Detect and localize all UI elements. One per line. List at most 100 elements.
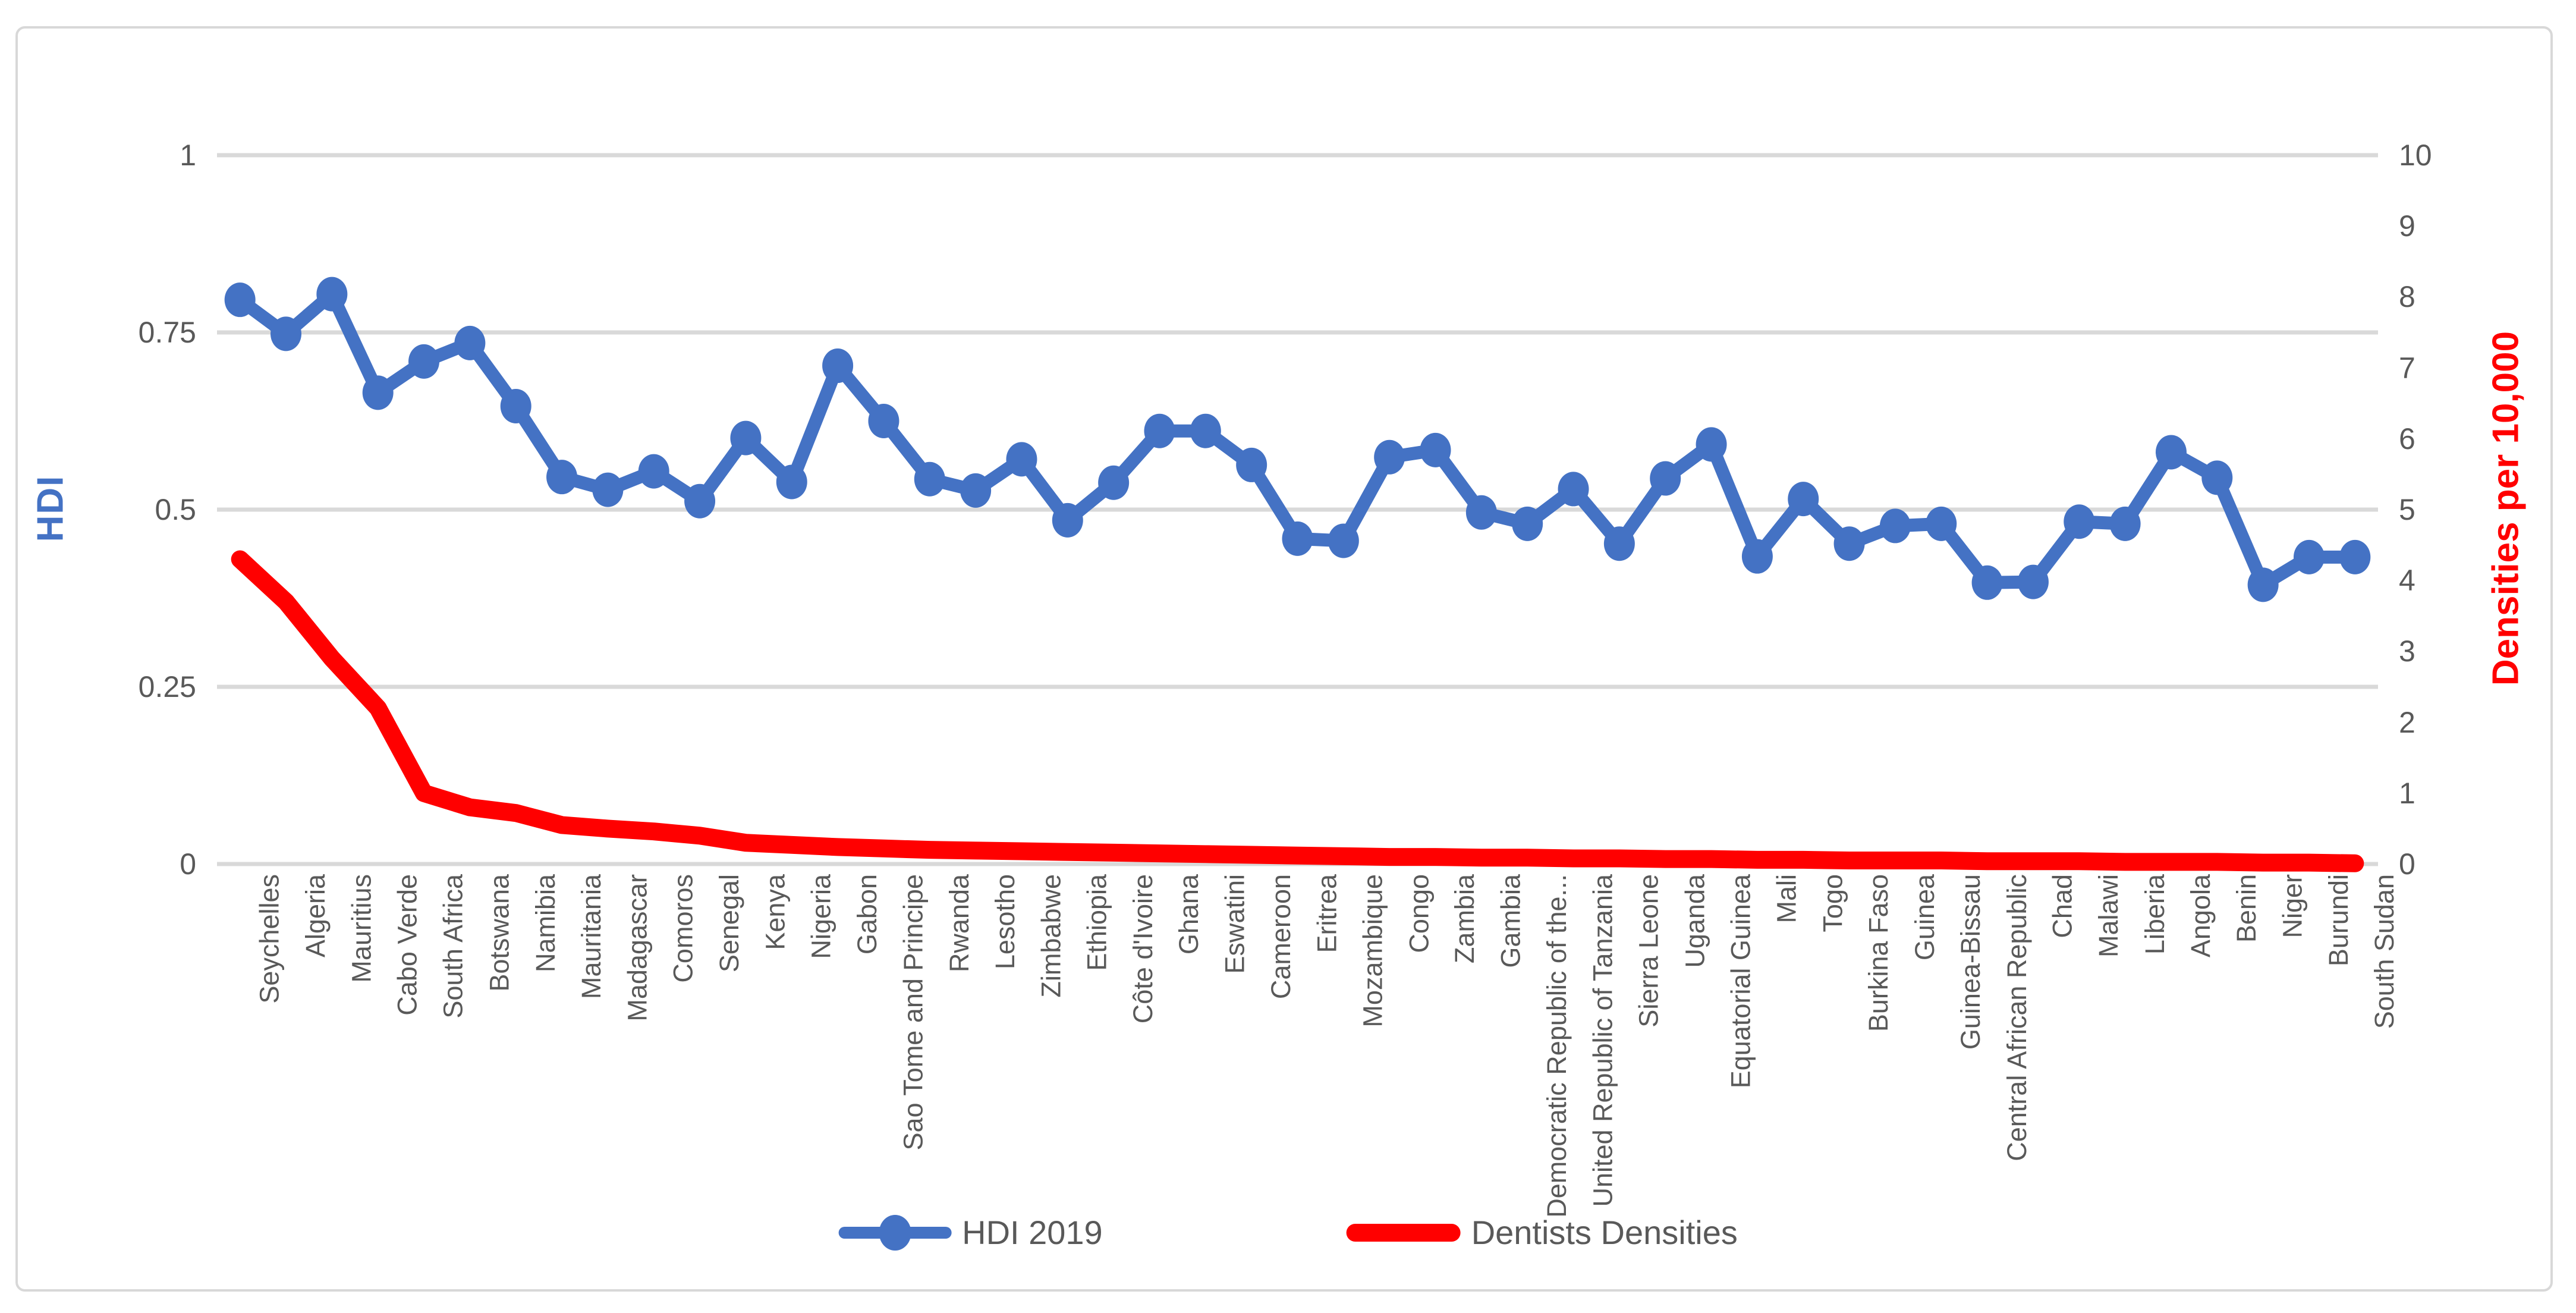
hdi-marker <box>1420 432 1451 467</box>
x-axis-category-label: Cabo Verde <box>392 874 423 1016</box>
hdi-marker <box>454 325 486 360</box>
hdi-marker <box>546 460 578 495</box>
hdi-marker <box>776 464 807 500</box>
x-axis-category-label: Lesotho <box>990 874 1021 970</box>
right-axis-tick-label: 2 <box>2399 705 2415 739</box>
left-axis-tick-label: 0 <box>180 847 196 881</box>
hdi-marker <box>1603 526 1635 561</box>
hdi-marker <box>2201 460 2233 495</box>
x-axis-category-label: Mauritania <box>576 874 607 1000</box>
x-axis-category-label: Niger <box>2277 874 2308 938</box>
hdi-marker <box>1788 482 1819 517</box>
x-axis-category-label: Eritrea <box>1311 874 1342 953</box>
legend-item-hdi: HDI 2019 <box>838 1213 1103 1252</box>
right-axis-tick-label: 3 <box>2399 634 2415 668</box>
hdi-marker <box>822 348 854 384</box>
x-axis-category-label: Comoros <box>668 874 699 983</box>
x-axis-category-label: Gabon <box>852 874 883 955</box>
hdi-marker <box>2339 539 2371 574</box>
hdi-marker <box>914 461 945 497</box>
x-axis-category-label: Botswana <box>484 874 515 992</box>
x-axis-category-label: Nigeria <box>806 874 836 959</box>
hdi-marker <box>2109 506 2141 541</box>
x-axis-category-label: Equatorial Guinea <box>1725 874 1756 1089</box>
x-axis-category-label: Burundi <box>2323 874 2354 967</box>
x-axis-category-label: Kenya <box>760 874 791 950</box>
x-axis-category-label: Côte d'Ivoire <box>1128 874 1159 1024</box>
hdi-marker <box>1282 521 1313 556</box>
x-axis-category-label: Rwanda <box>943 874 974 973</box>
hdi-legend-dot-icon <box>879 1214 911 1251</box>
x-axis-category-label: Guinea-Bissau <box>1955 874 1986 1050</box>
hdi-legend-marker-icon <box>838 1214 952 1251</box>
hdi-marker <box>592 472 624 507</box>
x-axis-category-label: Algeria <box>300 874 331 958</box>
x-axis-category-label: Cameroon <box>1266 874 1297 1000</box>
x-axis-category-label: Ghana <box>1174 874 1204 955</box>
hdi-marker <box>1098 465 1130 500</box>
right-axis-title: Densities per 10,000 <box>2485 331 2527 686</box>
x-axis-category-label: Chad <box>2047 874 2078 938</box>
hdi-marker <box>1465 495 1497 530</box>
x-axis-category-label: Angola <box>2185 874 2216 958</box>
hdi-marker <box>1052 502 1083 538</box>
hdi-marker <box>730 420 762 456</box>
hdi-marker <box>1006 442 1037 477</box>
hdi-marker <box>2293 539 2325 574</box>
hdi-marker <box>684 483 716 519</box>
x-axis-category-label: Eswatini <box>1219 874 1250 974</box>
chart-frame <box>15 26 2553 1292</box>
hdi-marker <box>1833 526 1865 561</box>
right-axis-tick-label: 7 <box>2399 351 2415 385</box>
hdi-marker <box>1650 461 1681 496</box>
hdi-marker <box>1374 439 1405 475</box>
hdi-marker <box>224 282 256 318</box>
x-axis-category-label: Ethiopia <box>1081 874 1112 971</box>
left-axis-title: HDI <box>30 475 71 542</box>
dentists-legend-marker-icon <box>1346 1223 1461 1242</box>
x-axis-category-label: Central African Republic <box>2001 874 2032 1161</box>
x-axis-category-label: Mauritius <box>346 874 377 983</box>
x-axis-category-label: Benin <box>2231 874 2262 943</box>
hdi-marker <box>1971 565 2003 600</box>
x-axis-category-label: Democratic Republic of the... <box>1542 874 1572 1218</box>
x-axis-category-label: South Sudan <box>2369 874 2400 1029</box>
hdi-marker <box>1741 539 1773 574</box>
right-axis-tick-label: 0 <box>2399 847 2415 881</box>
x-axis-category-label: Congo <box>1404 874 1435 953</box>
x-axis-category-label: South Africa <box>438 874 469 1019</box>
hdi-marker <box>1879 508 1911 544</box>
x-axis-category-label: Senegal <box>714 874 745 973</box>
hdi-marker <box>1144 413 1175 448</box>
right-axis-tick-label: 6 <box>2399 422 2415 456</box>
hdi-marker <box>960 473 992 508</box>
hdi-marker <box>1512 506 1543 541</box>
hdi-marker <box>868 404 899 438</box>
hdi-marker <box>1190 413 1221 448</box>
x-axis-category-label: Sao Tome and Principe <box>898 874 929 1151</box>
hdi-marker <box>500 388 531 423</box>
left-axis-tick-label: 0.5 <box>155 493 196 526</box>
x-axis-category-label: Mali <box>1771 874 1802 924</box>
x-axis-category-label: Zimbabwe <box>1036 874 1067 998</box>
x-axis-category-label: Malawi <box>2093 874 2124 958</box>
dentists-densities-line <box>231 550 2364 872</box>
legend: HDI 2019 Dentists Densities <box>838 1213 1738 1252</box>
hdi-marker <box>271 316 302 351</box>
hdi-marker <box>2064 504 2095 539</box>
x-axis-category-label: Madagascar <box>622 874 653 1022</box>
hdi-marker <box>638 454 669 489</box>
left-axis-tick-label: 0.75 <box>138 316 196 349</box>
x-axis-category-label: Burkina Faso <box>1863 874 1894 1032</box>
hdi-marker <box>408 344 440 379</box>
legend-item-dentists: Dentists Densities <box>1346 1213 1738 1252</box>
right-axis-tick-label: 5 <box>2399 493 2415 526</box>
legend-label-dentists: Dentists Densities <box>1471 1214 1738 1251</box>
x-axis-category-label: Namibia <box>530 874 561 973</box>
hdi-marker <box>1696 427 1727 462</box>
x-axis-category-label: Sierra Leone <box>1633 874 1664 1028</box>
hdi-marker <box>1558 472 1589 507</box>
x-axis-category-label: United Republic of Tanzania <box>1587 874 1618 1207</box>
